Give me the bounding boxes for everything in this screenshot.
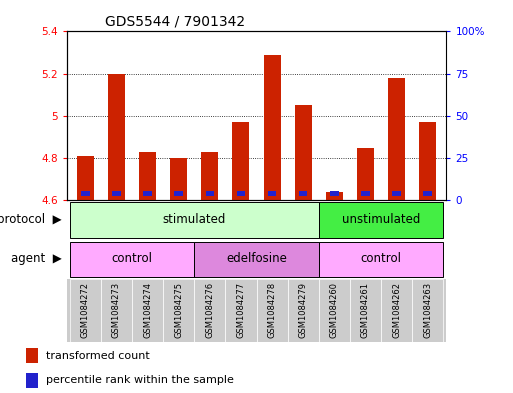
Bar [361, 191, 370, 196]
Bar [423, 191, 432, 196]
Text: control: control [111, 252, 152, 265]
Bar [225, 279, 256, 342]
Text: GSM1084277: GSM1084277 [236, 282, 245, 338]
Bar [392, 191, 401, 196]
Bar [132, 279, 163, 342]
Bar [143, 191, 152, 196]
Text: control: control [361, 252, 402, 265]
Text: GSM1084261: GSM1084261 [361, 282, 370, 338]
Text: GSM1084263: GSM1084263 [423, 282, 432, 338]
Bar [326, 192, 343, 200]
Bar [412, 279, 443, 342]
Bar [101, 279, 132, 342]
Text: unstimulated: unstimulated [342, 213, 420, 226]
Bar [70, 242, 194, 277]
Text: GSM1084273: GSM1084273 [112, 282, 121, 338]
Text: percentile rank within the sample: percentile rank within the sample [46, 375, 234, 385]
Bar [350, 279, 381, 342]
Text: agent  ▶: agent ▶ [11, 252, 62, 265]
Bar [299, 191, 307, 196]
Text: GSM1084260: GSM1084260 [330, 282, 339, 338]
Bar [201, 152, 219, 200]
Bar [357, 148, 374, 200]
Bar [163, 279, 194, 342]
Text: edelfosine: edelfosine [226, 252, 287, 265]
Bar [194, 279, 225, 342]
Bar [232, 122, 249, 200]
Bar [26, 373, 38, 388]
Bar [319, 242, 443, 277]
Bar [419, 122, 436, 200]
Text: GSM1084279: GSM1084279 [299, 282, 308, 338]
Text: GSM1084274: GSM1084274 [143, 282, 152, 338]
Text: GDS5544 / 7901342: GDS5544 / 7901342 [105, 15, 245, 29]
Bar [194, 242, 319, 277]
Bar [319, 202, 443, 238]
Bar [294, 105, 312, 200]
Bar [70, 279, 101, 342]
Bar [256, 279, 288, 342]
Text: GSM1084275: GSM1084275 [174, 282, 183, 338]
Bar [174, 191, 183, 196]
Bar [319, 279, 350, 342]
Text: transformed count: transformed count [46, 351, 150, 361]
Text: GSM1084262: GSM1084262 [392, 282, 401, 338]
Bar [288, 279, 319, 342]
Bar [26, 348, 38, 364]
Text: stimulated: stimulated [163, 213, 226, 226]
Bar [108, 73, 125, 200]
Bar [170, 158, 187, 200]
Text: protocol  ▶: protocol ▶ [0, 213, 62, 226]
Bar [206, 191, 214, 196]
Bar [70, 202, 319, 238]
Bar [330, 191, 339, 196]
Bar [139, 152, 156, 200]
Bar [381, 279, 412, 342]
Bar [268, 191, 277, 196]
Bar [112, 191, 121, 196]
Bar [77, 156, 94, 200]
Bar [264, 55, 281, 200]
Bar [236, 191, 245, 196]
Text: GSM1084276: GSM1084276 [205, 282, 214, 338]
Bar [388, 78, 405, 200]
Bar [81, 191, 90, 196]
Text: GSM1084278: GSM1084278 [268, 282, 277, 338]
Text: GSM1084272: GSM1084272 [81, 282, 90, 338]
